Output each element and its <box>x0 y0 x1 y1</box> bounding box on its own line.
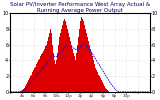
Bar <box>73 52 74 92</box>
Bar <box>64 20 65 92</box>
Bar <box>96 70 97 92</box>
Bar <box>65 21 66 92</box>
Bar <box>23 90 24 92</box>
Bar <box>105 88 106 92</box>
Bar <box>77 45 78 92</box>
Bar <box>78 37 79 92</box>
Bar <box>108 91 109 92</box>
Bar <box>80 21 81 92</box>
Bar <box>55 64 56 92</box>
Bar <box>106 90 107 92</box>
Bar <box>104 86 105 92</box>
Bar <box>54 60 55 92</box>
Bar <box>71 45 72 92</box>
Bar <box>85 29 86 92</box>
Bar <box>67 29 68 92</box>
Bar <box>24 88 25 92</box>
Bar <box>107 90 108 92</box>
Bar <box>38 60 39 92</box>
Bar <box>86 33 87 92</box>
Bar <box>68 33 69 92</box>
Bar <box>89 45 90 92</box>
Bar <box>62 25 63 92</box>
Bar <box>32 72 33 92</box>
Bar <box>82 20 83 92</box>
Bar <box>49 33 50 92</box>
Bar <box>42 52 43 92</box>
Bar <box>88 41 89 92</box>
Bar <box>103 84 104 92</box>
Bar <box>83 21 84 92</box>
Bar <box>44 49 45 92</box>
Bar <box>102 82 103 92</box>
Bar <box>97 72 98 92</box>
Bar <box>90 49 91 92</box>
Bar <box>66 25 67 92</box>
Bar <box>28 80 29 92</box>
Bar <box>72 49 73 92</box>
Bar <box>74 56 75 92</box>
Bar <box>46 45 47 92</box>
Bar <box>39 59 40 92</box>
Bar <box>59 37 60 92</box>
Bar <box>37 62 38 92</box>
Bar <box>50 29 51 92</box>
Bar <box>26 84 27 92</box>
Bar <box>98 74 99 92</box>
Bar <box>40 56 41 92</box>
Bar <box>30 76 31 92</box>
Bar <box>63 21 64 92</box>
Bar <box>100 78 101 92</box>
Bar <box>21 91 22 92</box>
Bar <box>61 29 62 92</box>
Bar <box>25 86 26 92</box>
Bar <box>34 68 35 92</box>
Bar <box>58 45 59 92</box>
Bar <box>81 17 82 92</box>
Bar <box>76 52 77 92</box>
Bar <box>87 37 88 92</box>
Bar <box>56 60 57 92</box>
Bar <box>75 60 76 92</box>
Bar <box>91 52 92 92</box>
Bar <box>95 68 96 92</box>
Bar <box>41 54 42 92</box>
Bar <box>79 29 80 92</box>
Bar <box>94 64 95 92</box>
Bar <box>57 52 58 92</box>
Bar <box>45 46 46 92</box>
Bar <box>35 67 36 92</box>
Bar <box>43 51 44 92</box>
Bar <box>69 37 70 92</box>
Bar <box>52 45 53 92</box>
Bar <box>20 91 21 92</box>
Bar <box>36 64 37 92</box>
Bar <box>60 33 61 92</box>
Title: Solar PV/Inverter Performance West Array Actual & Running Average Power Output: Solar PV/Inverter Performance West Array… <box>10 2 150 13</box>
Bar <box>33 70 34 92</box>
Bar <box>70 41 71 92</box>
Bar <box>31 74 32 92</box>
Bar <box>53 52 54 92</box>
Bar <box>99 76 100 92</box>
Bar <box>48 37 49 92</box>
Bar <box>27 82 28 92</box>
Bar <box>51 25 52 92</box>
Bar <box>93 60 94 92</box>
Bar <box>101 80 102 92</box>
Bar <box>22 91 23 92</box>
Bar <box>84 25 85 92</box>
Bar <box>29 78 30 92</box>
Bar <box>92 56 93 92</box>
Bar <box>47 41 48 92</box>
